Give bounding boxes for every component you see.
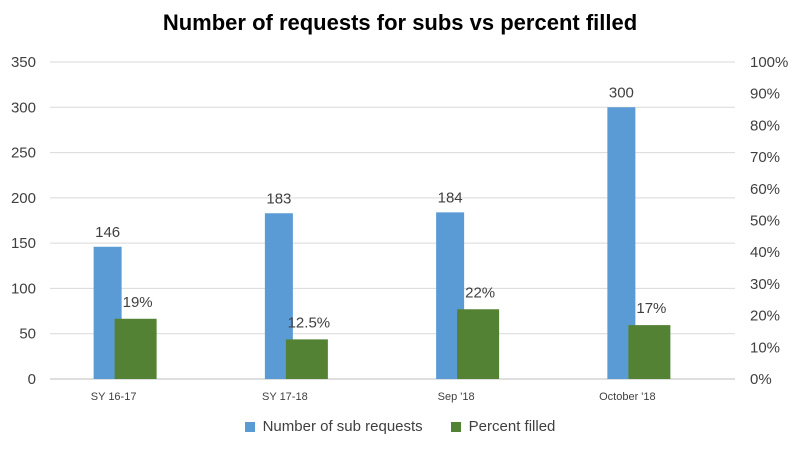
right-axis-tick-label: 10% (750, 339, 780, 356)
data-label-percent-filled: 17% (636, 300, 666, 317)
right-axis-tick-label: 40% (750, 244, 780, 261)
left-axis-tick-label: 250 (11, 145, 36, 162)
category-label: October '18 (599, 391, 656, 403)
legend-label-requests: Number of sub requests (262, 418, 423, 435)
legend: Number of sub requests Percent filled (0, 418, 800, 435)
left-axis-tick-label: 0 (28, 371, 36, 388)
legend-label-percent: Percent filled (468, 418, 556, 435)
legend-swatch-percent (450, 421, 461, 432)
right-axis-tick-label: 70% (750, 149, 780, 166)
data-label-sub-requests: 146 (95, 224, 120, 241)
data-label-sub-requests: 183 (266, 190, 291, 207)
legend-item-requests: Number of sub requests (244, 418, 423, 435)
left-axis-tick-label: 350 (11, 54, 36, 71)
right-axis-tick-label: 100% (750, 54, 788, 71)
bar-percent-filled (457, 309, 500, 379)
data-label-sub-requests: 184 (438, 189, 463, 206)
right-axis-tick-label: 60% (750, 181, 780, 198)
right-axis-tick-label: 20% (750, 308, 780, 325)
bar-percent-filled (285, 339, 328, 379)
right-axis-tick-label: 0% (750, 371, 772, 388)
bar-percent-filled (114, 318, 157, 379)
right-axis-tick-label: 90% (750, 86, 780, 103)
legend-item-percent: Percent filled (450, 418, 556, 435)
left-axis-tick-label: 50 (19, 326, 36, 343)
category-label: Sep '18 (438, 391, 475, 403)
left-axis-tick-label: 100 (11, 280, 36, 297)
legend-swatch-requests (244, 421, 255, 432)
chart-title: Number of requests for subs vs percent f… (162, 10, 638, 35)
category-label: SY 17-18 (262, 391, 308, 403)
left-axis-tick-label: 200 (11, 190, 36, 207)
data-label-percent-filled: 22% (465, 284, 495, 301)
category-label: SY 16-17 (91, 391, 137, 403)
right-axis-tick-label: 30% (750, 276, 780, 293)
data-label-percent-filled: 12.5% (288, 314, 331, 331)
data-label-percent-filled: 19% (123, 294, 153, 311)
left-axis-tick-label: 300 (11, 99, 36, 116)
data-label-sub-requests: 300 (609, 84, 634, 101)
right-axis-tick-label: 50% (750, 213, 780, 230)
left-axis-tick-label: 150 (11, 235, 36, 252)
right-axis-tick-label: 80% (750, 117, 780, 134)
bar-percent-filled (628, 325, 671, 379)
